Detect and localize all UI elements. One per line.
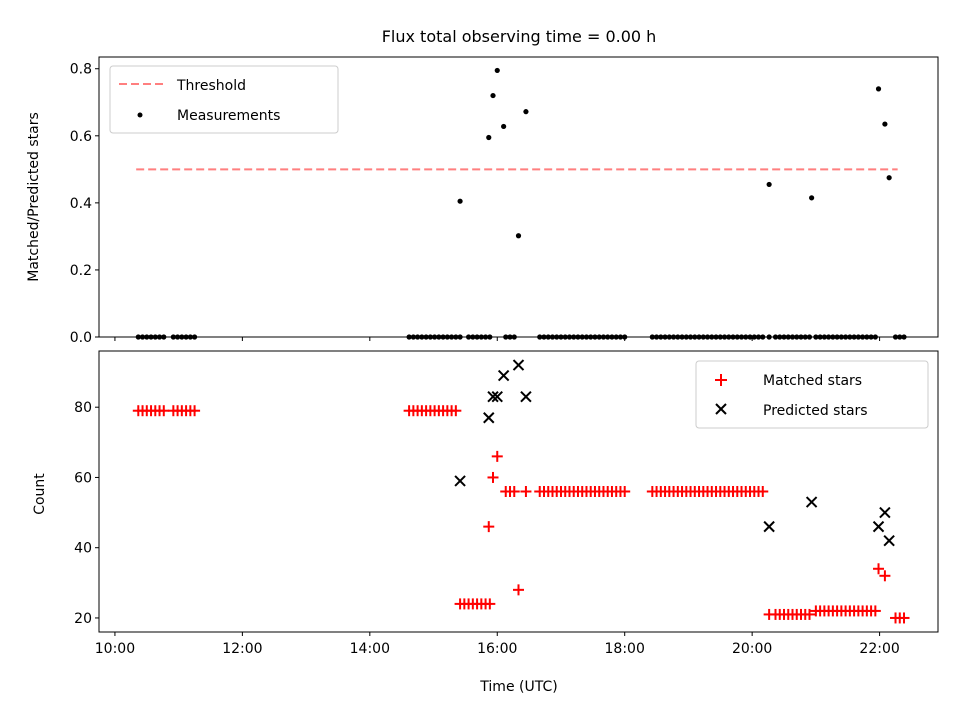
predicted-point [454, 475, 466, 487]
chart-title: Flux total observing time = 0.00 h [382, 27, 657, 46]
legend-predicted-label: Predicted stars [763, 403, 868, 419]
measurement-point [882, 121, 888, 127]
y-tick-label: 20 [74, 611, 92, 627]
x-tick-label: 20:00 [732, 641, 772, 657]
legend-measurements-swatch [137, 112, 143, 118]
measurement-point [501, 123, 507, 130]
top-axes-frame [98, 56, 939, 338]
matched-point [757, 486, 769, 497]
predicted-point [497, 369, 510, 382]
bottom-x-ticks: 10:00 12:00 14:00 16:00 18:00 20:00 22:00 [95, 632, 900, 657]
y-tick-label: 0.8 [70, 62, 92, 78]
matched-point [803, 608, 815, 620]
matched-point [513, 584, 524, 596]
legend-matched-label: Matched stars [763, 373, 862, 389]
top-x-ticks [114, 337, 881, 341]
y-tick-label: 80 [74, 400, 92, 416]
bottom-y-axis-label: Count [32, 473, 48, 515]
measurement-point [886, 175, 892, 181]
y-tick-label: 60 [74, 470, 92, 486]
x-tick-label: 10:00 [95, 641, 135, 657]
y-tick-label: 0.0 [70, 330, 92, 346]
x-tick-label: 12:00 [222, 641, 262, 657]
series-measurements [135, 67, 907, 340]
bottom-legend-box [695, 360, 929, 429]
series-predicted-stars [454, 359, 895, 547]
predicted-point [879, 506, 891, 519]
predicted-point [487, 390, 499, 403]
measurement-point [457, 198, 463, 204]
matched-point [508, 486, 520, 497]
matched-point [520, 486, 532, 497]
top-panel: 0.00.20.40.60.8 Matched/Predicted stars … [26, 56, 939, 346]
bottom-legend: Matched stars Predicted stars [695, 360, 929, 429]
matched-point [158, 405, 170, 417]
measurement-point [486, 134, 492, 141]
legend-predicted-swatch [715, 403, 727, 415]
legend-threshold-label: Threshold [176, 78, 246, 94]
x-tick-label: 18:00 [605, 641, 645, 657]
measurement-point [875, 86, 882, 92]
legend-matched-swatch [715, 374, 727, 386]
predicted-point [883, 534, 895, 547]
top-y-ticks: 0.0 0.2 0.4 0.6 0.8 [70, 62, 99, 346]
predicted-point [483, 412, 495, 424]
x-tick-label: 22:00 [859, 641, 899, 657]
top-y-axis-label: Matched/Predicted stars [26, 112, 42, 282]
x-axis-label: Time (UTC) [479, 679, 557, 695]
matched-point [619, 486, 631, 497]
bottom-plot-area [132, 359, 910, 624]
y-tick-label: 0.4 [70, 196, 92, 212]
matched-point [484, 598, 496, 610]
measurement-point [809, 195, 815, 201]
measurement-point [490, 92, 496, 99]
matched-point [898, 612, 910, 624]
predicted-point [763, 520, 775, 533]
x-tick-label: 16:00 [477, 641, 517, 657]
bottom-axes-frame [98, 350, 939, 633]
y-tick-label: 40 [74, 541, 92, 557]
predicted-point [491, 390, 503, 403]
predicted-point [512, 359, 525, 371]
bottom-y-ticks: 20 40 60 80 [74, 400, 99, 627]
top-plot-area [135, 67, 907, 340]
bottom-panel: 20 40 60 80 10:00 12:00 14:00 16:00 18:00 20:00 2… [32, 350, 939, 695]
top-legend: Threshold Measurements [109, 65, 339, 134]
matched-point [869, 605, 881, 617]
x-tick-label: 14:00 [350, 641, 390, 657]
matched-point [491, 450, 503, 462]
predicted-point [872, 520, 885, 533]
measurement-point [515, 233, 522, 239]
matched-point [873, 563, 885, 575]
predicted-point [805, 496, 818, 508]
matched-point [487, 471, 499, 483]
measurement-point [494, 67, 500, 74]
measurement-point [766, 181, 772, 188]
matched-point [483, 521, 495, 533]
y-tick-label: 0.2 [70, 263, 92, 279]
measurement-point [523, 109, 529, 115]
predicted-point [520, 390, 532, 403]
series-matched-stars [132, 405, 910, 624]
matched-point [879, 570, 891, 582]
y-tick-label: 0.6 [70, 129, 92, 145]
legend-measurements-label: Measurements [177, 108, 280, 124]
matched-point [450, 405, 462, 417]
matched-point [189, 405, 201, 417]
top-legend-box [109, 65, 339, 134]
